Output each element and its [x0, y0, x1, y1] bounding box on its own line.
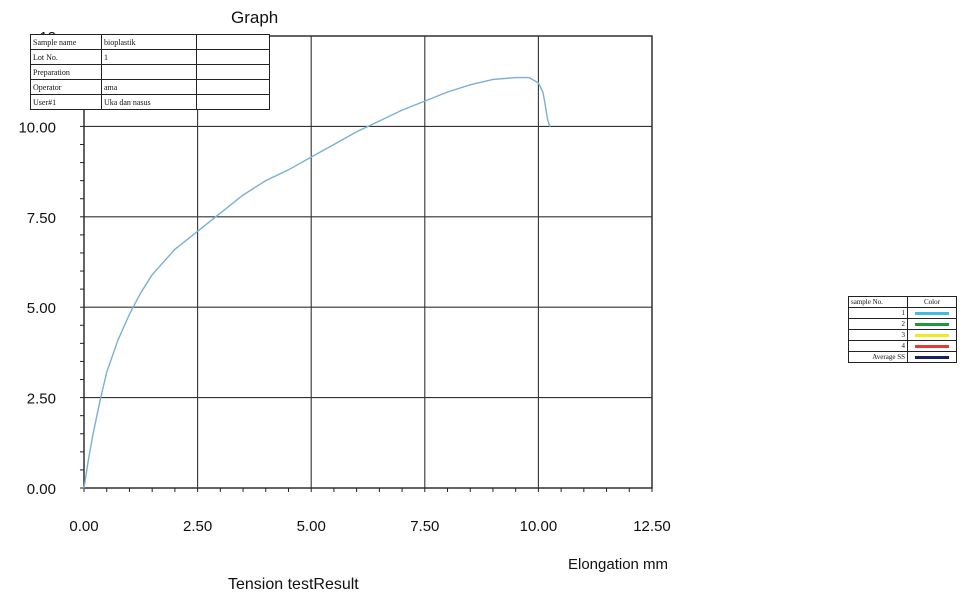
info-row-preparation: Preparation [30, 64, 270, 80]
data-point [92, 433, 94, 435]
info-row-operator: Operator ama [30, 79, 270, 95]
data-point [492, 78, 494, 80]
data-point [546, 118, 549, 120]
legend-label: 2 [848, 318, 908, 330]
data-point [333, 143, 335, 146]
data-point [515, 76, 517, 79]
data-point [469, 84, 471, 86]
data-point [310, 156, 312, 158]
data-point [140, 292, 142, 294]
legend-label: 1 [848, 307, 908, 319]
x-tick-label: 7.50 [410, 518, 439, 535]
info-empty [196, 34, 270, 50]
data-point [528, 76, 530, 79]
legend-label: 3 [848, 329, 908, 341]
legend-row: Average SS [848, 351, 957, 363]
info-key: User#1 [30, 94, 102, 110]
legend-row: 4 [848, 340, 957, 352]
info-row-user: User#1 Uka dan nasus [30, 94, 270, 110]
legend-label: 4 [848, 340, 908, 352]
data-point [151, 274, 153, 276]
x-tick-label: 2.50 [183, 518, 212, 535]
legend-swatch [915, 344, 949, 348]
data-point [356, 131, 358, 133]
x-tick-label: 0.00 [69, 518, 98, 535]
legend-swatch [915, 333, 949, 337]
info-key: Lot No. [30, 49, 102, 65]
info-empty [196, 79, 270, 95]
data-point [265, 180, 267, 182]
plot-frame [83, 35, 653, 489]
data-point [537, 82, 540, 84]
y-tick-label: 10.00 [18, 119, 56, 136]
data-point [174, 248, 176, 250]
legend-header-sample: sample No. [848, 296, 908, 308]
result-caption: Tension testResult [228, 576, 359, 593]
legend-row: 1 [848, 307, 957, 319]
legend-header-color: Color [907, 296, 957, 308]
data-point [446, 91, 449, 93]
info-value: bioplastik [101, 34, 197, 50]
data-point [544, 104, 546, 106]
data-point [424, 100, 426, 102]
info-value: 1 [101, 49, 197, 65]
info-key: Sample name [30, 34, 102, 50]
data-point [83, 487, 85, 489]
sample-info-table: Sample name bioplastik Lot No. 1 Prepara… [30, 34, 270, 110]
info-key: Preparation [30, 64, 102, 80]
data-point [219, 212, 221, 214]
data-point [242, 194, 244, 196]
info-value [101, 64, 197, 80]
info-value: ama [101, 79, 197, 95]
legend-swatch [915, 322, 949, 326]
data-point [287, 169, 290, 171]
data-point [197, 230, 199, 232]
data-point [99, 400, 101, 402]
legend-swatch [915, 311, 949, 315]
data-point [549, 125, 551, 127]
legend-swatch [915, 355, 949, 359]
data-point [378, 120, 380, 122]
legend-table: sample No. Color 1 2 3 4 Average SS [848, 296, 957, 363]
legend-label: Average SS [848, 351, 908, 363]
info-empty [196, 49, 270, 65]
data-point [128, 313, 131, 316]
data-point [117, 339, 119, 341]
data-point [401, 109, 403, 111]
legend-row: 2 [848, 318, 957, 330]
info-row-lot-no: Lot No. 1 [30, 49, 270, 65]
data-point [87, 458, 90, 460]
chart-title: Graph [231, 8, 279, 27]
data-point [106, 371, 108, 373]
series-line [83, 76, 551, 489]
y-tick-label: 2.50 [27, 391, 56, 408]
info-key: Operator [30, 79, 102, 95]
y-tick-label: 7.50 [27, 210, 56, 227]
x-tick-label: 12.50 [633, 518, 671, 535]
info-empty [196, 64, 270, 80]
x-tick-label: 10.00 [520, 518, 558, 535]
info-value: Uka dan nasus [101, 94, 197, 110]
x-tick-label: 5.00 [297, 518, 326, 535]
x-axis-label: Elongation mm [568, 556, 669, 573]
info-empty [196, 94, 270, 110]
y-tick-label: 5.00 [27, 300, 56, 317]
data-point [542, 91, 544, 93]
info-row-sample-name: Sample name bioplastik [30, 34, 270, 50]
legend-row: 3 [848, 329, 957, 341]
y-tick-label: 0.00 [27, 481, 56, 498]
